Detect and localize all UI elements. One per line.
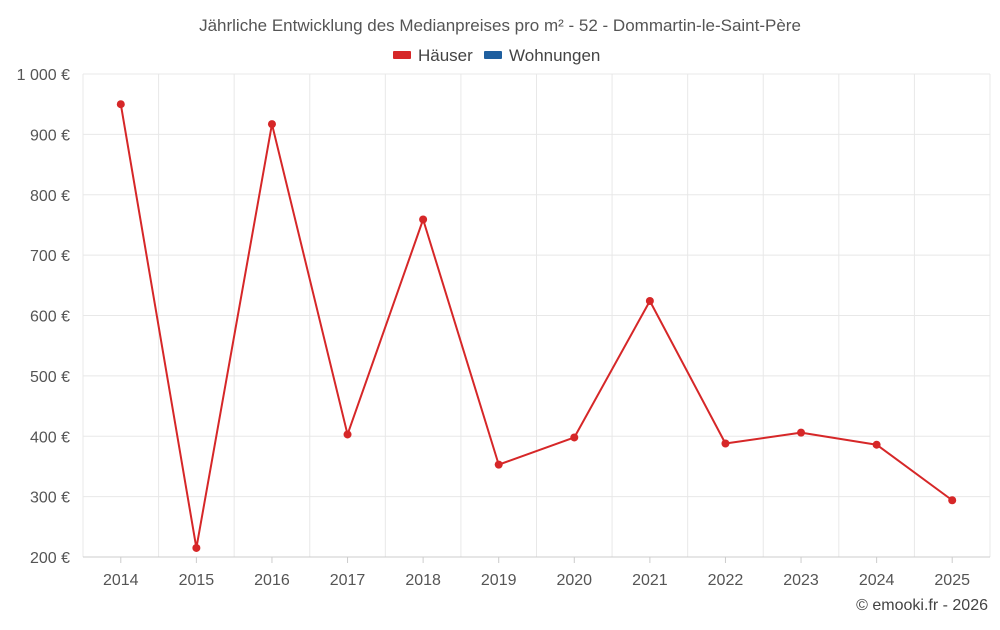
y-tick-label: 600 €: [30, 309, 70, 326]
data-point[interactable]: [494, 460, 503, 469]
x-tick-label: 2017: [330, 572, 366, 589]
x-tick-label: 2014: [103, 572, 139, 589]
y-axis: 200 € 300 € 400 € 500 € 600 € 700 € 800 € 900 €…: [17, 67, 70, 567]
legend: Häuser Wohnungen: [393, 46, 600, 65]
data-point[interactable]: [948, 496, 957, 505]
data-point[interactable]: [419, 215, 428, 224]
x-tick-label: 2022: [708, 572, 744, 589]
y-tick-label: 800 €: [30, 188, 70, 205]
x-tick-label: 2025: [934, 572, 970, 589]
grid: [82, 73, 991, 558]
credit-text: © emooki.fr - 2026: [856, 597, 988, 614]
y-tick-label: 900 €: [30, 127, 70, 144]
chart-title: Jährliche Entwicklung des Medianpreises …: [199, 16, 801, 35]
data-point[interactable]: [721, 439, 730, 448]
x-tick-label: 2018: [405, 572, 441, 589]
y-tick-label: 700 €: [30, 248, 70, 265]
data-point[interactable]: [645, 297, 654, 306]
legend-label[interactable]: Häuser: [418, 46, 473, 65]
legend-swatch: [393, 51, 411, 59]
x-tick-label: 2019: [481, 572, 517, 589]
data-point[interactable]: [116, 100, 125, 109]
x-tick-label: 2023: [783, 572, 819, 589]
y-tick-label: 200 €: [30, 550, 70, 567]
data-point[interactable]: [343, 430, 352, 439]
x-axis: 2014 2015 2016 2017 2018 2019 2020 2021 2022 2023…: [103, 557, 970, 589]
y-tick-label: 1 000 €: [17, 67, 70, 84]
data-point[interactable]: [192, 543, 201, 552]
data-point[interactable]: [267, 120, 276, 129]
data-point[interactable]: [872, 440, 881, 449]
series: [116, 100, 957, 552]
data-point[interactable]: [797, 428, 806, 437]
data-point[interactable]: [570, 433, 579, 442]
y-tick-label: 400 €: [30, 429, 70, 446]
y-tick-label: 300 €: [30, 490, 70, 507]
x-tick-label: 2020: [556, 572, 592, 589]
legend-label[interactable]: Wohnungen: [509, 46, 600, 65]
x-tick-label: 2024: [859, 572, 895, 589]
legend-swatch: [484, 51, 502, 59]
x-tick-label: 2021: [632, 572, 668, 589]
y-tick-label: 500 €: [30, 369, 70, 386]
x-tick-label: 2015: [179, 572, 215, 589]
series-line: [119, 104, 953, 549]
x-tick-label: 2016: [254, 572, 290, 589]
